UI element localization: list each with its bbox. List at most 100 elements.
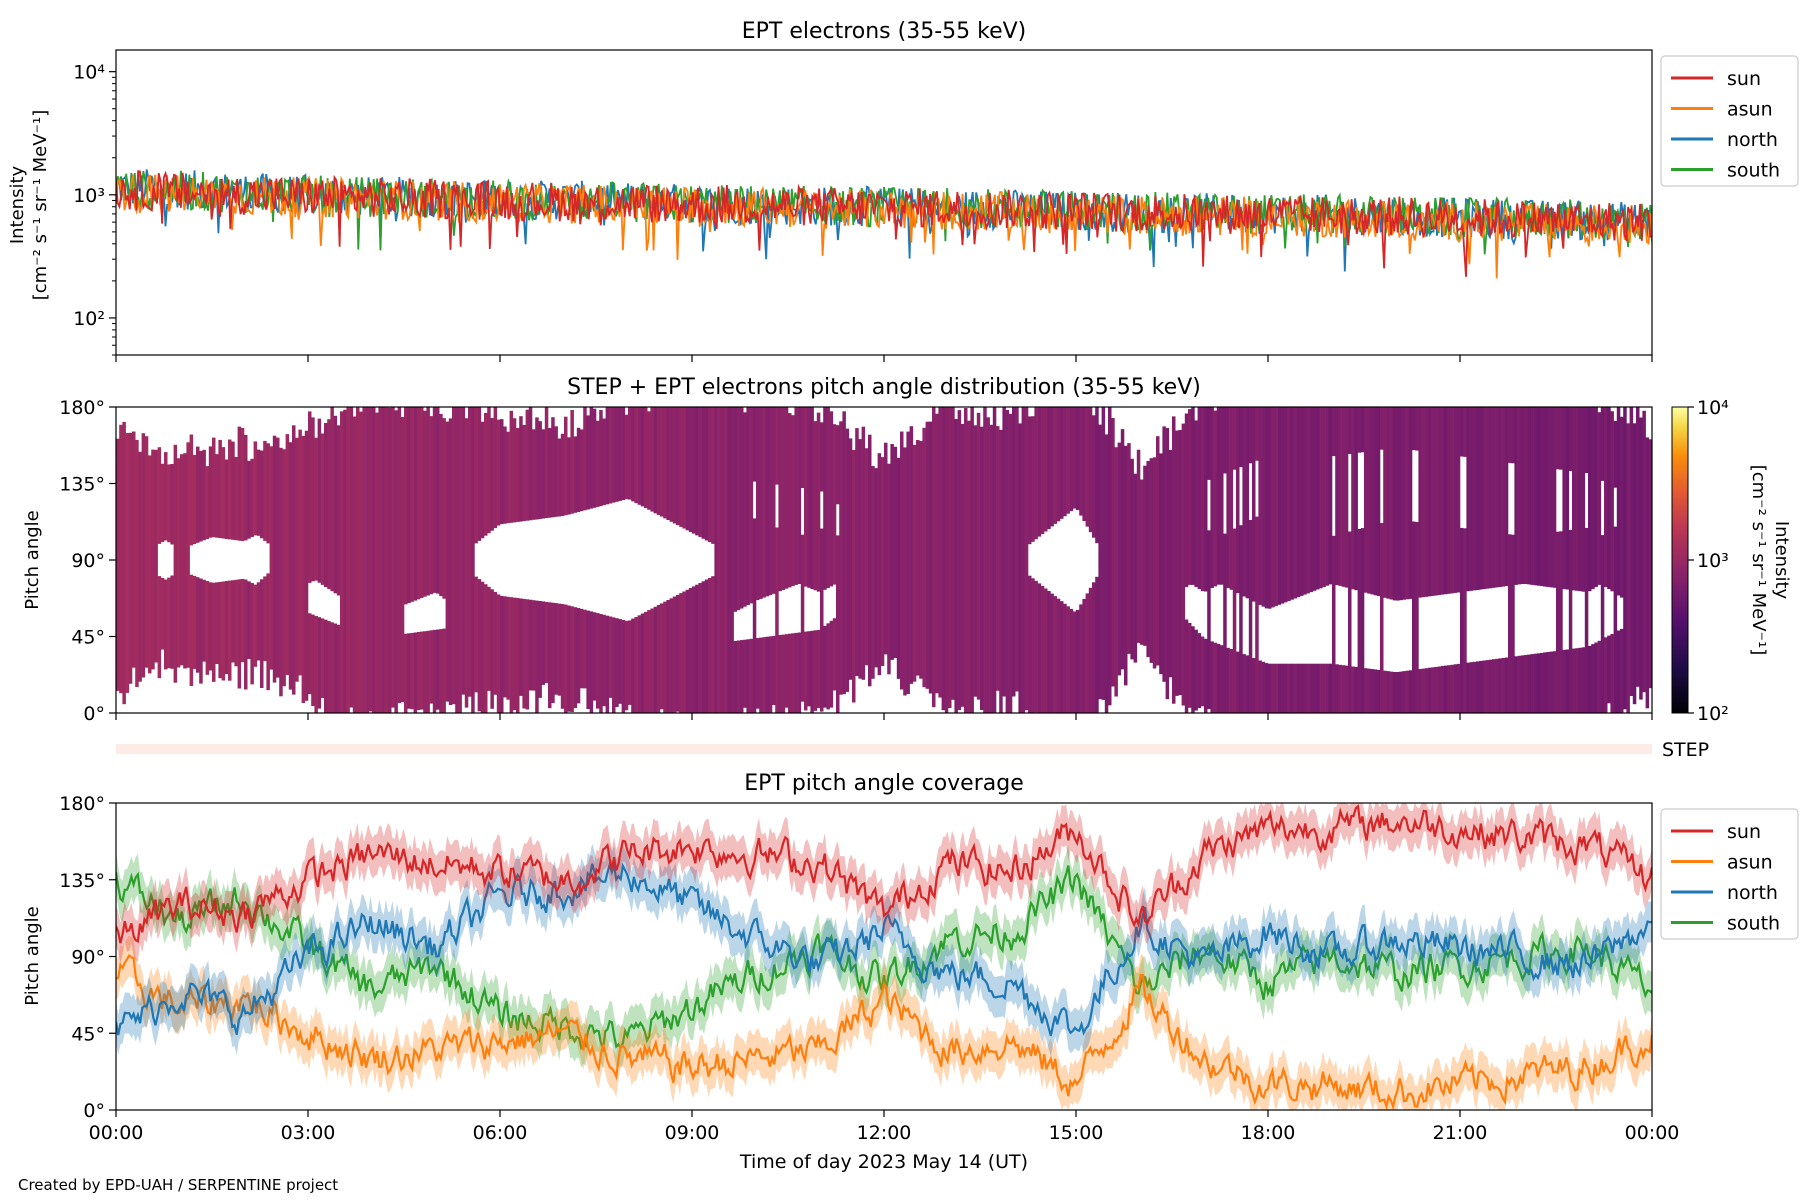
heatmap-cell [237, 426, 242, 541]
heatmap-cell [506, 431, 510, 524]
heatmap-cell [256, 582, 261, 661]
heatmap-cell [1328, 663, 1333, 713]
heatmap-cell [1476, 661, 1480, 713]
heatmap-cell [1476, 407, 1480, 590]
coverage-band-sun [116, 803, 1652, 964]
heatmap-cell [359, 411, 363, 713]
heatmap-cell [676, 594, 680, 712]
heatmap-cell [1456, 407, 1461, 593]
heatmap-cell [1092, 582, 1096, 713]
heatmap-cell [676, 407, 680, 526]
heatmap-cell [1037, 407, 1042, 537]
heatmap-cell [858, 439, 862, 679]
heatmap-cell [621, 619, 626, 713]
heatmap-cell [1344, 407, 1349, 588]
heatmap-cell [1232, 528, 1237, 713]
coverage-band-asun [116, 935, 1652, 1110]
heatmap-cell [157, 447, 162, 544]
heatmap-cell [1543, 407, 1547, 587]
heatmap-cell [797, 632, 802, 713]
heatmap-cell [813, 421, 818, 591]
heatmap-cell [205, 466, 210, 539]
heatmap-cell [1351, 666, 1355, 713]
heatmap-cell [1092, 415, 1096, 538]
heatmap-cell [1335, 664, 1339, 713]
heatmap-cell [1501, 658, 1506, 713]
heatmap-cell [1005, 409, 1010, 713]
y-tick-label: 180° [59, 793, 105, 815]
heatmap-cell [228, 580, 232, 681]
heatmap-cell [1322, 663, 1326, 713]
heatmap-cell [448, 418, 453, 705]
heatmap-cell [253, 584, 258, 667]
heatmap-cell [1623, 407, 1627, 710]
heatmap-cell [208, 446, 213, 538]
heatmap-cell [503, 596, 507, 698]
panel-pitch-angle-distribution: STEP + EPT electrons pitch angle distrib… [22, 375, 1792, 725]
heatmap-cell [1396, 407, 1400, 601]
heatmap-cell [1613, 526, 1618, 713]
heatmap-cell [698, 583, 702, 713]
series-line-asun [116, 174, 1652, 279]
heatmap-cell [1511, 407, 1515, 464]
heatmap-cell [509, 597, 514, 713]
heatmap-cell [122, 421, 126, 705]
heatmap-cell [973, 425, 978, 697]
heatmap-cell [1591, 407, 1595, 590]
heatmap-cell [628, 407, 632, 500]
heatmap-cell [1616, 407, 1621, 596]
heatmap-cell [1229, 407, 1234, 590]
heatmap-cell [1181, 423, 1186, 706]
heatmap-cell [266, 573, 270, 691]
heatmap-cell [708, 577, 712, 713]
heatmap-cell [183, 453, 187, 669]
heatmap-cell [884, 442, 888, 655]
heatmap-cell [560, 604, 565, 709]
heatmap-cell [1568, 530, 1573, 713]
heatmap-cell [506, 596, 510, 700]
heatmap-cell [445, 421, 450, 702]
heatmap-cell [1213, 642, 1218, 713]
heatmap-cell [592, 408, 597, 508]
heatmap-cell [1012, 407, 1016, 697]
heatmap-cell [464, 418, 469, 708]
heatmap-cell [669, 598, 674, 713]
heatmap-cell [429, 416, 434, 595]
heatmap-cell [1277, 663, 1282, 713]
heatmap-cell [1546, 407, 1550, 587]
heatmap-cell [807, 407, 811, 588]
heatmap-cell [1348, 531, 1352, 713]
heatmap-cell [756, 407, 760, 601]
heatmap-cell [1108, 407, 1112, 706]
heatmap-cell [240, 578, 245, 663]
heatmap-cell [1309, 663, 1314, 713]
heatmap-cell [1156, 436, 1160, 666]
heatmap-cell [1616, 630, 1621, 713]
heatmap-cell [1245, 655, 1250, 713]
heatmap-cell [144, 436, 149, 668]
heatmap-cell [1344, 665, 1349, 713]
heatmap-cell [116, 438, 120, 691]
heatmap-cell [1210, 641, 1214, 713]
heatmap-cell [1600, 535, 1605, 713]
heatmap-cell [672, 407, 677, 524]
legend: sun asun north south [1660, 55, 1799, 187]
heatmap-cell [679, 407, 683, 527]
heatmap-cell [704, 407, 709, 541]
heatmap-cell [976, 412, 981, 700]
heatmap-cell [1492, 659, 1496, 713]
heatmap-cell [941, 407, 946, 711]
heatmap-cell [653, 606, 658, 713]
heatmap-cell [1072, 611, 1077, 713]
heatmap-cell [269, 446, 274, 670]
heatmap-cell [1117, 442, 1122, 676]
heatmap-cell [1437, 666, 1442, 713]
heatmap-cell [628, 620, 632, 705]
heatmap-cell [688, 588, 693, 713]
heatmap-cell [810, 630, 814, 713]
heatmap-cell [564, 416, 568, 516]
heatmap-cell [1341, 407, 1346, 587]
heatmap-cell [551, 417, 555, 518]
heatmap-cell [868, 434, 872, 687]
